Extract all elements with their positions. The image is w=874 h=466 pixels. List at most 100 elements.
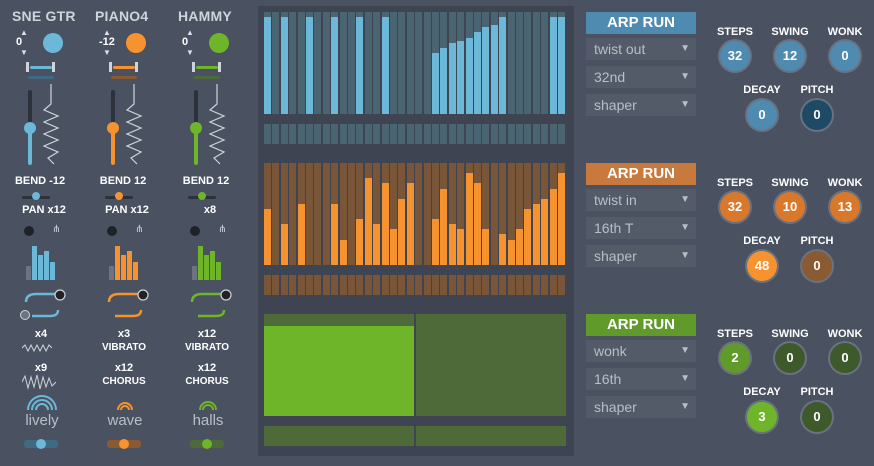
sequencer-step-bar[interactable] bbox=[339, 239, 347, 265]
reverb-name[interactable]: wave bbox=[107, 412, 143, 429]
sequencer-step-slot[interactable] bbox=[348, 163, 355, 265]
transpose-value[interactable]: 0 bbox=[16, 36, 23, 48]
lane-cell[interactable] bbox=[381, 275, 389, 295]
sequencer-step-bar[interactable] bbox=[306, 17, 313, 114]
sequencer-step-slot[interactable] bbox=[490, 163, 498, 265]
sequencer-step-slot[interactable] bbox=[541, 12, 549, 114]
lane-cell[interactable] bbox=[416, 426, 566, 446]
sequencer-step-slot[interactable] bbox=[415, 163, 423, 265]
pitch-knob[interactable]: 0 bbox=[802, 251, 832, 281]
wonk-knob[interactable]: 0 bbox=[830, 41, 860, 71]
sequencer-step-bar[interactable] bbox=[524, 208, 532, 265]
range-handle-right[interactable] bbox=[135, 62, 138, 72]
lane-cell[interactable] bbox=[272, 275, 280, 295]
lane-cell[interactable] bbox=[457, 124, 465, 144]
sequencer-step-slot[interactable] bbox=[390, 12, 397, 114]
lane-cell[interactable] bbox=[289, 275, 297, 295]
range-slider[interactable] bbox=[196, 66, 218, 69]
sequencer-step-bar[interactable] bbox=[549, 17, 557, 114]
lane-cell[interactable] bbox=[280, 275, 288, 295]
transpose-down-icon[interactable]: ▼ bbox=[103, 48, 111, 57]
sequencer-step-bar[interactable] bbox=[356, 219, 364, 265]
lane-cell[interactable] bbox=[474, 275, 481, 295]
sequencer-step-bar[interactable] bbox=[373, 224, 381, 265]
range-handle-left[interactable] bbox=[192, 62, 195, 72]
sequencer-step-bar[interactable] bbox=[381, 183, 389, 265]
range-slider[interactable] bbox=[30, 66, 52, 69]
sequencer-step-slot[interactable] bbox=[339, 12, 347, 114]
sequencer-step-bar[interactable] bbox=[482, 27, 490, 114]
pitch-knob[interactable]: 0 bbox=[802, 100, 832, 130]
lane-cell[interactable] bbox=[406, 124, 414, 144]
transpose-value[interactable]: -12 bbox=[99, 36, 115, 48]
sequencer-step-slot[interactable] bbox=[373, 163, 381, 265]
transpose-value[interactable]: 0 bbox=[182, 36, 189, 48]
arp-run-button[interactable]: ARP RUN bbox=[586, 163, 696, 185]
sequencer-step-bar[interactable] bbox=[280, 17, 288, 114]
lane-cell[interactable] bbox=[331, 275, 339, 295]
lane-cell[interactable] bbox=[516, 124, 523, 144]
sequencer-step-slot[interactable] bbox=[339, 163, 347, 265]
sequencer-step-slot[interactable] bbox=[499, 163, 507, 265]
range-slider[interactable] bbox=[113, 66, 135, 69]
steps-knob[interactable]: 32 bbox=[720, 41, 750, 71]
volume-knob[interactable] bbox=[209, 33, 229, 53]
sequencer-step-bar[interactable] bbox=[465, 37, 473, 114]
volume-fader-thumb[interactable] bbox=[24, 122, 36, 134]
range-handle-right[interactable] bbox=[52, 62, 55, 72]
swing-knob[interactable]: 12 bbox=[775, 41, 805, 71]
sequencer-block[interactable] bbox=[416, 314, 566, 416]
sequencer-step-bar[interactable] bbox=[264, 17, 271, 114]
lane-cell[interactable] bbox=[549, 275, 557, 295]
sequencer-step-bar[interactable] bbox=[331, 203, 339, 265]
lane-cell[interactable] bbox=[432, 275, 439, 295]
lane-cell[interactable] bbox=[507, 124, 515, 144]
mute-button[interactable] bbox=[24, 226, 34, 236]
volume-fader-thumb[interactable] bbox=[190, 122, 202, 134]
sequencer-step-bar[interactable] bbox=[364, 178, 372, 265]
sequencer-step-bar[interactable] bbox=[474, 183, 481, 265]
volume-knob[interactable] bbox=[43, 33, 63, 53]
lane-cell[interactable] bbox=[440, 124, 448, 144]
lane-cell[interactable] bbox=[432, 124, 439, 144]
sequencer-step-slot[interactable] bbox=[406, 12, 414, 114]
lane-cell[interactable] bbox=[474, 124, 481, 144]
transpose-up-icon[interactable]: ▲ bbox=[103, 28, 111, 37]
lane-cell[interactable] bbox=[499, 275, 507, 295]
lane-cell[interactable] bbox=[558, 275, 565, 295]
sequencer-blue-lane[interactable] bbox=[264, 124, 566, 144]
sequencer-step-slot[interactable] bbox=[482, 163, 490, 265]
lane-cell[interactable] bbox=[306, 275, 313, 295]
sequencer-step-slot[interactable] bbox=[373, 12, 381, 114]
sequencer-step-bar[interactable] bbox=[432, 52, 439, 114]
range-handle-left[interactable] bbox=[26, 62, 29, 72]
arp-mode-select[interactable]: twist out ▼ bbox=[586, 38, 696, 60]
lane-cell[interactable] bbox=[448, 124, 456, 144]
arp-run-button[interactable]: ARP RUN bbox=[586, 314, 696, 336]
wonk-knob[interactable]: 0 bbox=[830, 343, 860, 373]
arp-mode-select[interactable]: twist in ▼ bbox=[586, 189, 696, 211]
lane-cell[interactable] bbox=[280, 124, 288, 144]
sequencer-step-bar[interactable] bbox=[457, 229, 465, 265]
sequencer-step-bar[interactable] bbox=[474, 32, 481, 114]
arp-rate-select[interactable]: 32nd ▼ bbox=[586, 66, 696, 88]
sequencer-green-lane[interactable] bbox=[264, 426, 566, 446]
lane-cell[interactable] bbox=[541, 275, 549, 295]
lane-cell[interactable] bbox=[482, 124, 490, 144]
lane-cell[interactable] bbox=[373, 275, 381, 295]
decay-knob[interactable]: 0 bbox=[747, 100, 777, 130]
lane-cell[interactable] bbox=[314, 275, 322, 295]
route-icon[interactable]: ⋔ bbox=[218, 224, 227, 235]
sequencer-step-slot[interactable] bbox=[314, 12, 322, 114]
output-toggle-thumb[interactable] bbox=[119, 439, 129, 449]
arp-mode-select[interactable]: wonk ▼ bbox=[586, 340, 696, 362]
output-toggle-thumb[interactable] bbox=[36, 439, 46, 449]
sequencer-step-slot[interactable] bbox=[398, 12, 406, 114]
route-icon[interactable]: ⋔ bbox=[135, 224, 144, 235]
lane-cell[interactable] bbox=[331, 124, 339, 144]
lane-cell[interactable] bbox=[390, 275, 397, 295]
transpose-up-icon[interactable]: ▲ bbox=[186, 28, 194, 37]
lane-cell[interactable] bbox=[541, 124, 549, 144]
mute-button[interactable] bbox=[190, 226, 200, 236]
lane-cell[interactable] bbox=[348, 275, 355, 295]
